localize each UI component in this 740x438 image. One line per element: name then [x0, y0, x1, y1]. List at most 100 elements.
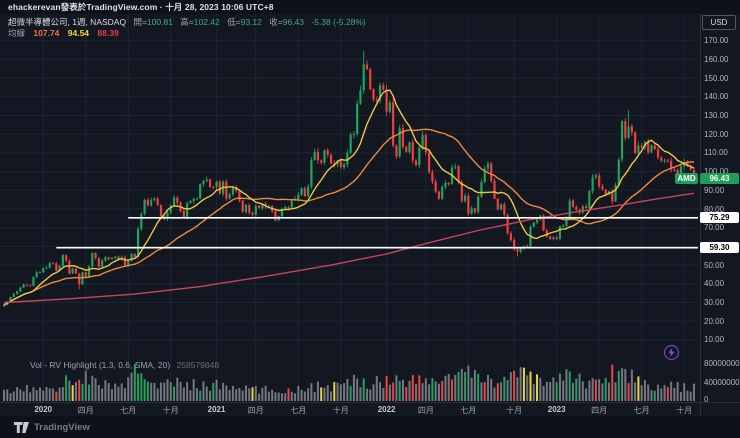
time-tick-label: 七月: [633, 406, 650, 415]
volume-bar: [401, 379, 404, 401]
volume-bar: [519, 367, 522, 401]
candle-down: [333, 163, 336, 165]
volume-bar: [693, 383, 695, 401]
time-tick-label: 2021: [207, 405, 226, 414]
candle-up: [378, 85, 382, 101]
candle-down: [584, 206, 588, 209]
ma-value-3: 88.39: [97, 28, 119, 38]
volume-bar: [153, 382, 156, 401]
volume-bar: [222, 382, 225, 401]
candle-down: [369, 69, 372, 90]
candle-down: [634, 132, 637, 153]
low-value: 93.12: [240, 17, 262, 27]
candle-up: [2, 304, 6, 307]
level-price-badge: 59.30: [700, 242, 739, 254]
symbol-title[interactable]: 超微半導體公司, 1週, NASDAQ: [8, 17, 127, 27]
volume-bar: [568, 371, 571, 401]
volume-bar: [464, 371, 467, 401]
candle-down: [431, 172, 434, 182]
candle-down: [156, 198, 159, 206]
tradingview-logo-icon: [14, 421, 29, 433]
candle-down: [326, 150, 329, 155]
volume-bar: [173, 386, 176, 401]
candle-up: [418, 147, 421, 166]
volume-bar: [294, 393, 297, 401]
price-tick-label: 140.00: [704, 92, 729, 102]
candle-down: [437, 191, 441, 199]
volume-bar: [163, 382, 166, 401]
volume-bar: [451, 379, 454, 401]
candle-down: [660, 157, 663, 161]
volume-bar: [202, 381, 205, 401]
volume-bar: [290, 391, 293, 401]
ma-value-2: 94.54: [67, 28, 90, 38]
volume-bar: [182, 387, 185, 401]
candle-up: [421, 135, 424, 148]
volume-bar: [647, 384, 650, 401]
candle-up: [342, 164, 346, 168]
volume-bar: [529, 371, 532, 401]
volume-bar: [65, 375, 68, 401]
candle-down: [689, 165, 692, 170]
candle-up: [581, 206, 584, 213]
candle-up: [349, 134, 352, 153]
volume-bar: [189, 390, 192, 401]
candle-up: [254, 206, 257, 215]
candle-up: [588, 191, 591, 209]
candle-up: [205, 179, 208, 181]
volume-bar: [493, 387, 496, 401]
volume-bar: [486, 374, 489, 401]
candle-down: [264, 203, 267, 207]
candle-down: [493, 180, 496, 199]
price-tick-label: 20.00: [704, 316, 725, 326]
candle-down: [414, 160, 418, 166]
volume-bar: [58, 387, 61, 401]
candle-down: [490, 163, 493, 181]
volume-bar: [231, 385, 234, 401]
volume-bar: [228, 389, 231, 401]
candle-up: [58, 265, 61, 271]
volume-bar: [454, 374, 457, 401]
volume-bar: [415, 384, 418, 401]
candle-down: [575, 206, 578, 210]
currency-button[interactable]: USD: [702, 15, 736, 30]
volume-bar: [156, 388, 159, 401]
volume-bar: [473, 369, 476, 401]
volume-current-value: 258579848: [176, 360, 220, 370]
candle-down: [257, 206, 261, 209]
candle-up: [280, 208, 284, 217]
time-scale-axis[interactable]: [0, 402, 740, 416]
volume-bar: [467, 365, 470, 401]
ma-label[interactable]: 均線: [8, 28, 26, 38]
volume-bar: [25, 385, 28, 401]
candle-up: [483, 168, 486, 182]
candle-down: [385, 89, 388, 112]
tradingview-brand-link[interactable]: TradingView: [14, 421, 90, 433]
candle-up: [499, 204, 503, 210]
candle-up: [189, 200, 192, 204]
volume-bar: [565, 369, 568, 401]
volume-bar: [621, 368, 624, 401]
volume-bar: [581, 381, 584, 401]
candle-down: [212, 186, 215, 188]
low-label: 低=: [227, 17, 241, 27]
candle-down: [365, 64, 369, 70]
volume-bar: [297, 385, 300, 401]
candle-down: [604, 189, 607, 195]
flash-boost-button[interactable]: [664, 345, 679, 360]
volume-tick-label: 0: [704, 395, 709, 404]
volume-bar: [411, 375, 414, 401]
volume-bar: [339, 384, 342, 401]
candle-up: [35, 272, 38, 278]
volume-indicator-legend[interactable]: Vol - RV Highlight (1.3, 0.6, SMA, 20) 2…: [30, 360, 219, 370]
candle-down: [320, 160, 323, 163]
candle-up: [441, 186, 444, 199]
volume-bar: [137, 373, 140, 401]
volume-bar: [117, 386, 120, 401]
volume-bar: [241, 390, 244, 401]
volume-bar: [68, 380, 71, 401]
candle-up: [22, 284, 25, 288]
volume-bar: [617, 370, 620, 401]
volume-bar: [627, 383, 630, 401]
